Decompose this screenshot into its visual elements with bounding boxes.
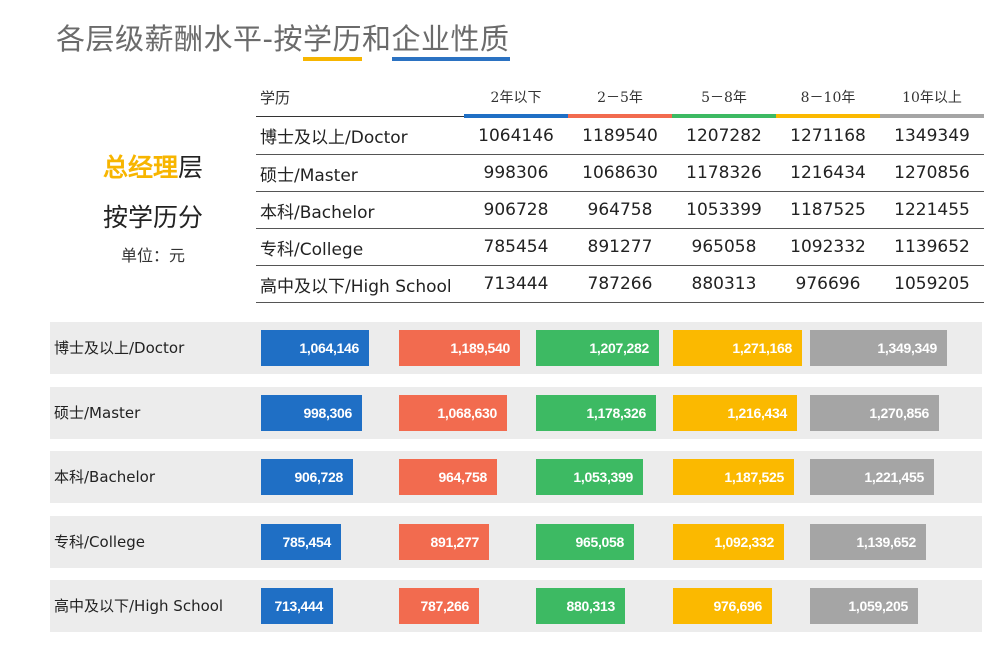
table-cell: 1207282	[672, 116, 776, 155]
category-label: 专科/College	[54, 532, 146, 551]
table-cell: 1216434	[776, 154, 880, 192]
table-cell: 1349349	[880, 116, 984, 155]
title-part-1: 各层级薪酬水平-按	[56, 22, 303, 56]
table-header-row: 学历 2年以下 2－5年 5－8年 8－10年 10年以上	[256, 80, 984, 118]
chart-bar: 1,139,652	[810, 523, 926, 560]
table-cell: 1178326	[672, 154, 776, 192]
column-header-year: 8－10年	[776, 80, 880, 118]
chart-bar: 785,454	[261, 523, 341, 560]
chart-bar: 976,696	[673, 588, 772, 624]
chart-bar: 1,216,434	[673, 394, 797, 431]
chart-bar: 1,187,525	[673, 459, 794, 495]
chart-bar: 1,270,856	[810, 394, 939, 431]
section-label: 总经理层 按学历分 单位：元	[78, 148, 228, 266]
table-cell: 906728	[464, 191, 568, 229]
unit-label: 单位：元	[120, 246, 185, 265]
chart-bar: 964,758	[399, 459, 497, 495]
chart-bar: 1,349,349	[810, 330, 947, 366]
chart-bar: 1,271,168	[673, 330, 802, 366]
table-cell: 1189540	[568, 116, 672, 155]
column-header-year: 10年以上	[880, 80, 984, 118]
table-row: 专科/College 785454 891277 965058 1092332 …	[256, 228, 984, 266]
grouping-heading: 按学历分	[102, 203, 203, 232]
table-cell: 1064146	[464, 116, 568, 155]
chart-bar: 713,444	[261, 588, 333, 624]
table-cell: 713444	[464, 265, 568, 303]
table-cell: 880313	[672, 265, 776, 303]
table-cell: 1270856	[880, 154, 984, 192]
chart-bar: 906,728	[261, 459, 353, 495]
table-cell: 1053399	[672, 191, 776, 229]
table-cell: 1068630	[568, 154, 672, 192]
chart-bar: 891,277	[399, 523, 489, 560]
chart-bar: 1,059,205	[810, 588, 918, 624]
table-cell: 998306	[464, 154, 568, 192]
row-label: 硕士/Master	[256, 154, 464, 192]
table-row: 博士及以上/Doctor 1064146 1189540 1207282 127…	[256, 116, 984, 155]
table-cell: 1139652	[880, 228, 984, 266]
column-header-year: 2－5年	[568, 80, 672, 118]
table-row: 高中及以下/High School 713444 787266 880313 9…	[256, 265, 984, 303]
chart-bar: 965,058	[536, 523, 634, 560]
page-title: 各层级薪酬水平-按学历和企业性质	[56, 16, 510, 61]
table-cell: 785454	[464, 228, 568, 266]
table-row: 本科/Bachelor 906728 964758 1053399 118752…	[256, 191, 984, 229]
table-cell: 976696	[776, 265, 880, 303]
title-part-enterprise: 企业性质	[391, 22, 510, 61]
category-label: 本科/Bachelor	[54, 468, 156, 486]
level-highlight: 总经理	[102, 153, 178, 182]
chart-bar: 1,207,282	[536, 330, 659, 366]
row-label: 高中及以下/High School	[256, 265, 464, 303]
category-label: 硕士/Master	[54, 403, 141, 422]
row-label: 专科/College	[256, 228, 464, 266]
column-header-year: 2年以下	[464, 80, 568, 118]
salary-table: 学历 2年以下 2－5年 5－8年 8－10年 10年以上 博士及以上/Doct…	[256, 80, 984, 303]
chart-bar: 1,189,540	[399, 330, 520, 366]
chart-bar: 1,053,399	[536, 459, 643, 495]
table-cell: 1221455	[880, 191, 984, 229]
chart-bar: 1,092,332	[673, 523, 784, 560]
chart-bar: 1,068,630	[399, 394, 507, 431]
column-header-education: 学历	[256, 80, 464, 117]
row-label: 博士及以上/Doctor	[256, 116, 464, 155]
row-label: 本科/Bachelor	[256, 191, 464, 229]
table-cell: 1059205	[880, 265, 984, 303]
title-part-education: 学历	[302, 22, 362, 61]
table-cell: 1187525	[776, 191, 880, 229]
table-cell: 1092332	[776, 228, 880, 266]
table-row: 硕士/Master 998306 1068630 1178326 1216434…	[256, 154, 984, 192]
table-cell: 1271168	[776, 116, 880, 155]
chart-bar: 880,313	[536, 588, 625, 624]
title-part-and: 和	[361, 22, 392, 56]
category-label: 高中及以下/High School	[54, 597, 224, 615]
table-cell: 964758	[568, 191, 672, 229]
chart-bar: 1,064,146	[261, 330, 369, 366]
level-heading: 总经理层	[78, 148, 228, 184]
level-suffix: 层	[178, 153, 204, 182]
chart-bar: 1,221,455	[810, 459, 934, 495]
table-cell: 965058	[672, 228, 776, 266]
chart-bar: 787,266	[399, 588, 479, 624]
table-cell: 891277	[568, 228, 672, 266]
chart-bar: 998,306	[261, 394, 362, 431]
column-header-year: 5－8年	[672, 80, 776, 118]
chart-bar: 1,178,326	[536, 394, 656, 431]
table-cell: 787266	[568, 265, 672, 303]
category-label: 博士及以上/Doctor	[54, 339, 185, 357]
